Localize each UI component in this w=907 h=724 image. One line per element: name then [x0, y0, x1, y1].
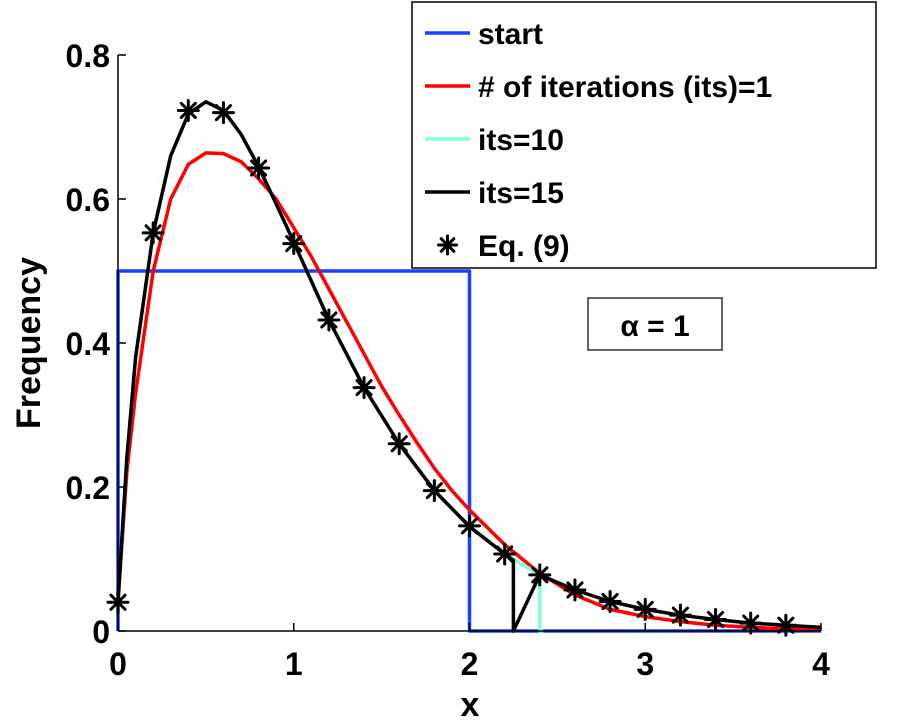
y-tick-label: 0.2 — [66, 470, 110, 506]
x-axis-label: x — [461, 686, 480, 724]
series-4-marker — [774, 613, 798, 637]
y-tick-label: 0.6 — [66, 182, 110, 218]
y-tick-label: 0.8 — [66, 38, 110, 74]
series-4-marker — [211, 101, 235, 125]
series-4-marker — [528, 563, 552, 587]
y-axis-label: Frequency — [10, 257, 48, 429]
series-4-marker — [352, 376, 376, 400]
series-4-marker — [176, 98, 200, 122]
legend-label: # of iterations (its)=1 — [478, 71, 772, 104]
y-tick-label: 0 — [92, 614, 110, 650]
series-4-marker — [141, 221, 165, 245]
legend-entry: its=10 — [425, 124, 564, 157]
y-tick-label: 0.4 — [66, 326, 111, 362]
series-4-marker — [598, 589, 622, 613]
series-4-marker — [247, 156, 271, 180]
series-4-marker — [739, 611, 763, 635]
x-tick-label: 2 — [461, 646, 479, 682]
legend-label: its=10 — [478, 124, 564, 157]
annotation: α = 1 — [587, 297, 723, 351]
series-4-marker — [668, 603, 692, 627]
legend: start # of iterations (its)=1 its=10 its=15… — [411, 1, 877, 269]
legend-items: start # of iterations (its)=1 its=10 its=15… — [425, 18, 772, 263]
legend-label: Eq. (9) — [478, 230, 570, 263]
legend-box — [411, 1, 877, 269]
x-tick-label: 3 — [636, 646, 654, 682]
series-4-marker — [458, 514, 481, 538]
annotation-box — [587, 297, 723, 351]
legend-marker — [437, 234, 458, 256]
series-4-marker — [493, 542, 517, 566]
series-4-marker — [563, 578, 587, 602]
legend-label: start — [478, 18, 543, 51]
series-4-marker — [317, 308, 341, 332]
ticks-layer: 0 1 2 3 4 0 0.2 0.4 0.6 0.8 — [66, 38, 831, 682]
legend-entry: Eq. (9) — [437, 230, 570, 263]
series-4-marker — [387, 432, 411, 456]
x-tick-label: 1 — [285, 646, 303, 682]
series-4-marker — [282, 232, 306, 256]
series-4-marker — [633, 597, 657, 621]
annotation-text: α = 1 — [620, 310, 689, 343]
series-4-marker — [422, 479, 446, 503]
x-tick-label: 4 — [812, 646, 830, 682]
x-tick-label: 0 — [109, 646, 127, 682]
series-4-marker — [704, 607, 728, 631]
legend-label: its=15 — [478, 177, 564, 210]
legend-entry: its=15 — [425, 177, 564, 210]
legend-entry: # of iterations (its)=1 — [425, 71, 772, 104]
legend-entry: start — [425, 18, 543, 51]
